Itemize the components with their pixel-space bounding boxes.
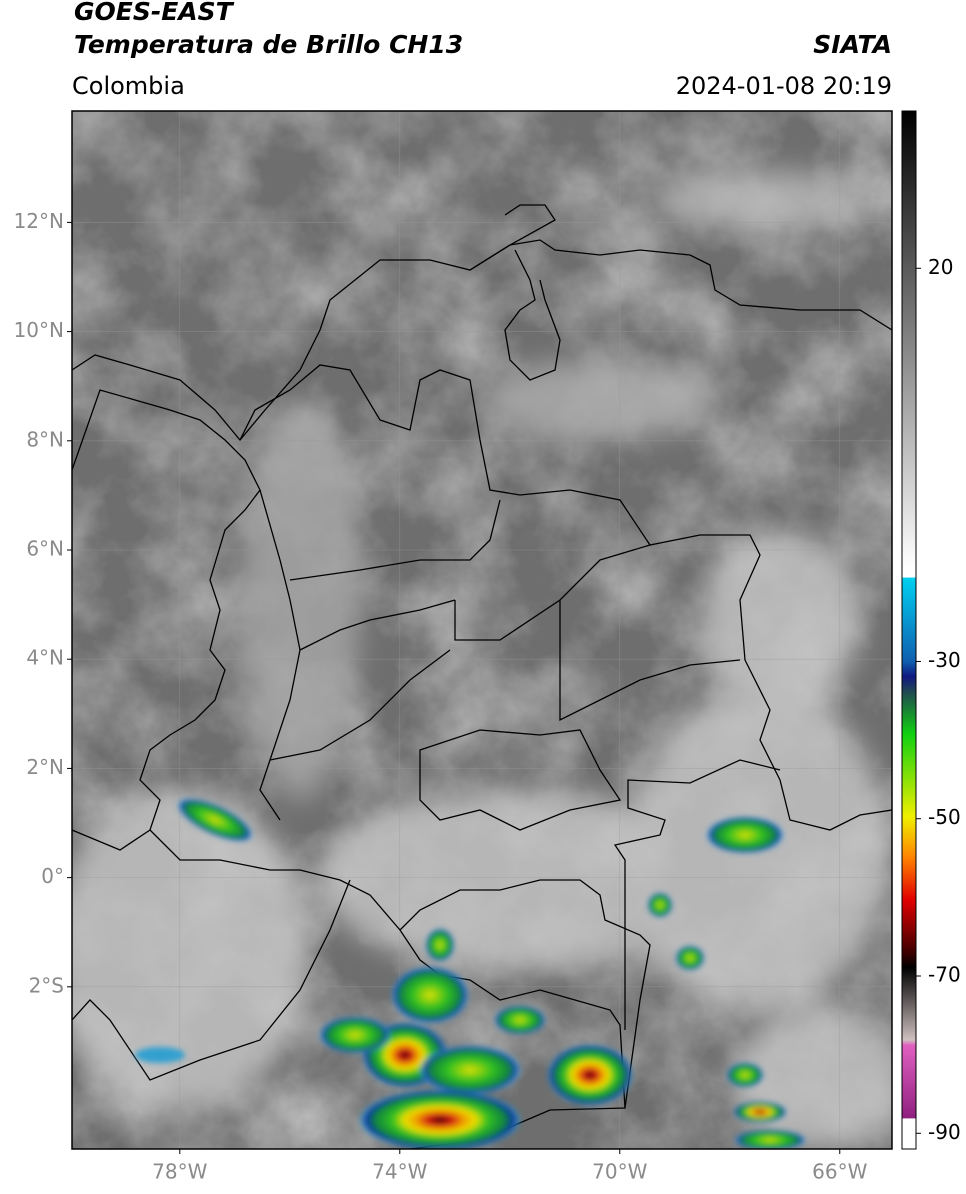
borders [72,204,892,1149]
subtitle: Temperatura de Brillo CH13 [74,30,463,59]
colorbar [901,110,917,1150]
lat-tick-label: 2°N [26,755,64,779]
lat-tick-label: 6°N [26,537,64,561]
colorbar-tick-label: -30 [928,648,961,672]
region: Colombia [72,72,185,100]
colorbar-tick-label: -70 [928,963,961,987]
lat-tick-label: 10°N [14,318,64,342]
lon-tick-label: 74°W [372,1160,427,1184]
lon-tick-label: 78°W [152,1160,207,1184]
lon-tick-label: 70°W [592,1160,647,1184]
source: SIATA [813,30,892,59]
lat-tick-label: 2°S [29,973,64,997]
datetime: 2024-01-08 20:19 [676,72,892,100]
lat-tick-label: 8°N [26,427,64,451]
storms [135,798,805,1149]
axes: 12°N 10°N 8°N 6°N 4°N 2°N 0° 2°S 78°W 74°W 70°W 66°… [14,209,868,1184]
colorbar-tick-label: -50 [928,805,961,829]
title: GOES-EAST [74,0,235,26]
lon-tick-label: 66°W [812,1160,867,1184]
map [72,111,892,1149]
lat-tick-label: 4°N [26,646,64,670]
colorbar-tick-label: -90 [928,1120,961,1144]
map-frame [71,110,893,1150]
colorbar-ticks: 20 -30 -50 -70 -90 [916,255,961,1144]
lat-tick-label: 0° [41,864,64,888]
lat-tick-label: 12°N [14,209,64,233]
grid [72,111,892,1149]
colorbar-tick-label: 20 [928,255,953,279]
